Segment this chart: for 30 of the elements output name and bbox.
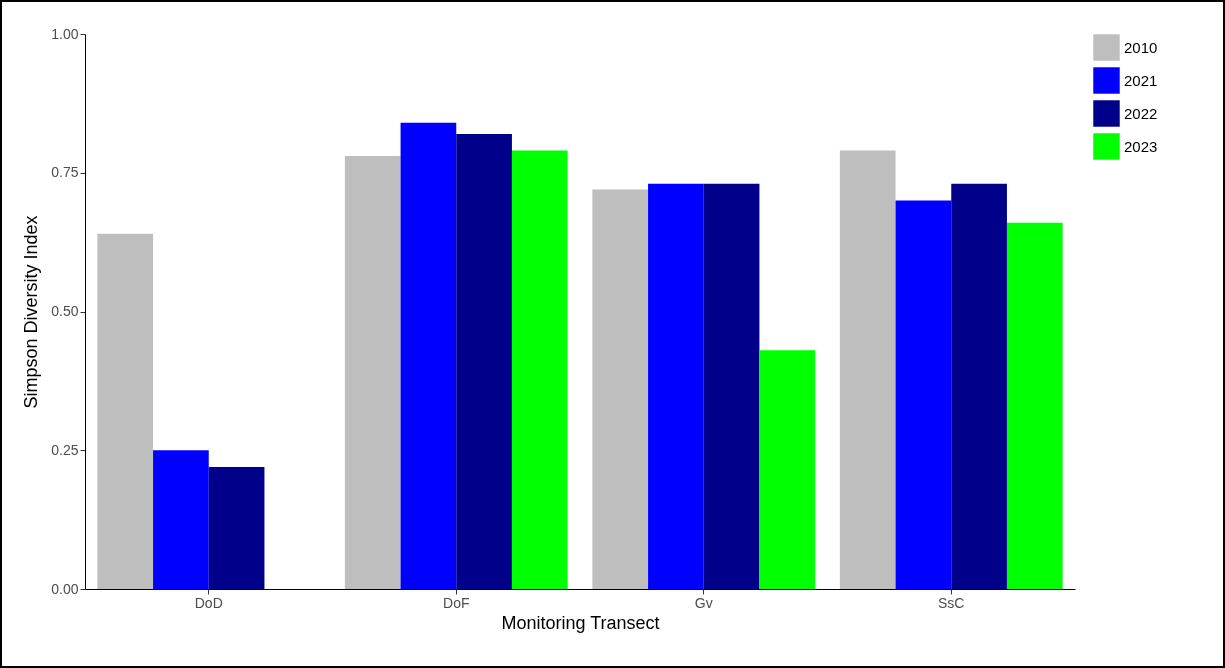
- legend-label: 2022: [1124, 104, 1158, 122]
- bar: [511, 150, 568, 589]
- bar: [895, 200, 952, 589]
- legend-label: 2023: [1124, 137, 1158, 155]
- y-tick-label: 0.00: [51, 580, 79, 597]
- legend-label: 2010: [1124, 38, 1158, 56]
- bar: [400, 122, 457, 589]
- x-axis-title: Monitoring Transect: [501, 612, 660, 633]
- bar: [97, 233, 154, 589]
- bar: [344, 156, 401, 589]
- y-tick-label: 0.50: [51, 303, 79, 319]
- bar: [759, 350, 816, 589]
- legend-label: 2021: [1124, 71, 1158, 89]
- y-tick-label: 1.00: [51, 25, 79, 42]
- x-tick-label: DoF: [443, 594, 470, 611]
- bar: [1006, 222, 1063, 589]
- bar: [208, 466, 265, 589]
- y-tick-label: 0.25: [51, 441, 79, 458]
- x-tick-label: Gv: [694, 594, 713, 611]
- bar: [951, 183, 1007, 589]
- bar: [456, 133, 512, 589]
- y-tick-label: 0.75: [51, 164, 79, 181]
- x-tick-label: DoD: [194, 594, 223, 611]
- x-tick-label: SsC: [938, 594, 965, 611]
- bar: [839, 150, 896, 589]
- bar: [592, 189, 649, 589]
- bar: [153, 450, 209, 589]
- y-axis-title: Simpson Diversity Index: [21, 215, 42, 409]
- bar: [703, 183, 760, 589]
- bar: [648, 183, 704, 589]
